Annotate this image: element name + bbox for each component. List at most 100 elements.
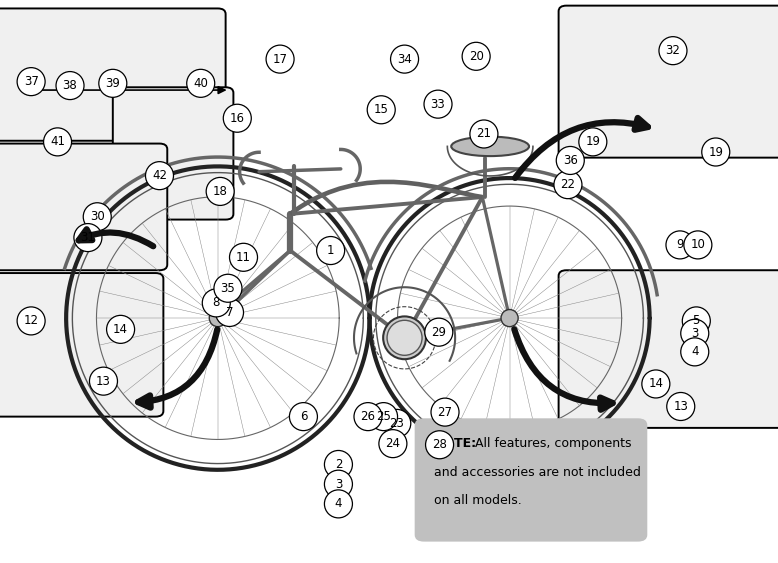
FancyBboxPatch shape <box>0 144 167 270</box>
Ellipse shape <box>324 470 352 498</box>
Ellipse shape <box>383 409 411 437</box>
Text: 39: 39 <box>105 77 121 90</box>
Ellipse shape <box>89 367 117 395</box>
Text: 2: 2 <box>335 458 342 471</box>
Text: 14: 14 <box>113 323 128 336</box>
Ellipse shape <box>83 203 111 231</box>
Ellipse shape <box>682 307 710 335</box>
FancyBboxPatch shape <box>0 273 163 417</box>
FancyBboxPatch shape <box>559 6 778 158</box>
Ellipse shape <box>556 146 584 175</box>
Text: 9: 9 <box>676 238 684 252</box>
Ellipse shape <box>187 69 215 97</box>
Text: 38: 38 <box>63 79 77 92</box>
Ellipse shape <box>451 137 529 156</box>
Ellipse shape <box>642 370 670 398</box>
Text: 28: 28 <box>432 438 447 452</box>
Ellipse shape <box>17 307 45 335</box>
Ellipse shape <box>317 236 345 265</box>
Text: 21: 21 <box>476 127 492 141</box>
Ellipse shape <box>666 231 694 259</box>
Ellipse shape <box>681 319 709 347</box>
Text: 32: 32 <box>665 44 681 57</box>
Text: 41: 41 <box>50 135 65 149</box>
Text: 4: 4 <box>691 345 699 359</box>
Ellipse shape <box>659 37 687 65</box>
Ellipse shape <box>431 398 459 426</box>
Text: 10: 10 <box>690 238 706 252</box>
Ellipse shape <box>379 430 407 458</box>
Text: 35: 35 <box>221 282 235 295</box>
Text: 11: 11 <box>236 251 251 264</box>
FancyBboxPatch shape <box>415 418 647 542</box>
Text: 3: 3 <box>335 477 342 491</box>
Text: 42: 42 <box>152 169 167 182</box>
Text: 34: 34 <box>397 52 412 66</box>
Text: and accessories are not included: and accessories are not included <box>434 466 641 479</box>
Text: All features, components: All features, components <box>471 437 632 450</box>
Ellipse shape <box>206 177 234 205</box>
Text: 29: 29 <box>431 325 447 339</box>
Text: 27: 27 <box>437 405 453 419</box>
Ellipse shape <box>99 69 127 97</box>
Ellipse shape <box>684 231 712 259</box>
Ellipse shape <box>702 138 730 166</box>
Text: 40: 40 <box>193 77 209 90</box>
Ellipse shape <box>354 403 382 431</box>
Text: 4: 4 <box>335 497 342 511</box>
Ellipse shape <box>391 45 419 73</box>
Ellipse shape <box>223 104 251 132</box>
Ellipse shape <box>266 45 294 73</box>
Text: 19: 19 <box>708 145 724 159</box>
Ellipse shape <box>324 450 352 479</box>
Text: 7: 7 <box>226 306 233 319</box>
FancyBboxPatch shape <box>559 270 778 428</box>
Text: 13: 13 <box>96 374 111 388</box>
Ellipse shape <box>214 274 242 302</box>
Ellipse shape <box>370 403 398 431</box>
Text: 1: 1 <box>327 244 335 257</box>
Ellipse shape <box>107 315 135 343</box>
Text: 14: 14 <box>648 377 664 391</box>
Text: 25: 25 <box>376 410 391 423</box>
Text: 20: 20 <box>468 50 484 63</box>
Text: 3: 3 <box>691 327 699 340</box>
Text: 26: 26 <box>360 410 376 423</box>
Text: 16: 16 <box>230 111 245 125</box>
Text: 6: 6 <box>300 410 307 423</box>
FancyBboxPatch shape <box>113 87 233 220</box>
Text: 18: 18 <box>212 185 228 198</box>
Ellipse shape <box>56 72 84 100</box>
Text: 15: 15 <box>373 103 389 117</box>
Ellipse shape <box>74 224 102 252</box>
Text: 12: 12 <box>23 314 39 328</box>
Ellipse shape <box>209 310 226 327</box>
Ellipse shape <box>202 289 230 317</box>
Ellipse shape <box>44 128 72 156</box>
Text: 5: 5 <box>692 314 700 328</box>
Ellipse shape <box>501 310 518 327</box>
Text: NOTE:: NOTE: <box>434 437 477 450</box>
Text: 24: 24 <box>385 437 401 450</box>
Ellipse shape <box>424 90 452 118</box>
Ellipse shape <box>17 68 45 96</box>
Ellipse shape <box>324 490 352 518</box>
Text: 33: 33 <box>431 97 445 111</box>
FancyBboxPatch shape <box>0 8 226 141</box>
Text: 19: 19 <box>585 135 601 149</box>
Ellipse shape <box>145 162 173 190</box>
Ellipse shape <box>383 316 426 359</box>
Ellipse shape <box>667 392 695 421</box>
Ellipse shape <box>579 128 607 156</box>
Text: 23: 23 <box>389 417 405 430</box>
Text: on all models.: on all models. <box>434 494 522 507</box>
Text: 31: 31 <box>80 231 96 244</box>
Ellipse shape <box>462 42 490 70</box>
Ellipse shape <box>470 120 498 148</box>
Text: 13: 13 <box>673 400 689 413</box>
Ellipse shape <box>554 171 582 199</box>
Text: 30: 30 <box>90 210 104 224</box>
Ellipse shape <box>367 96 395 124</box>
Ellipse shape <box>230 243 258 271</box>
Ellipse shape <box>425 318 453 346</box>
